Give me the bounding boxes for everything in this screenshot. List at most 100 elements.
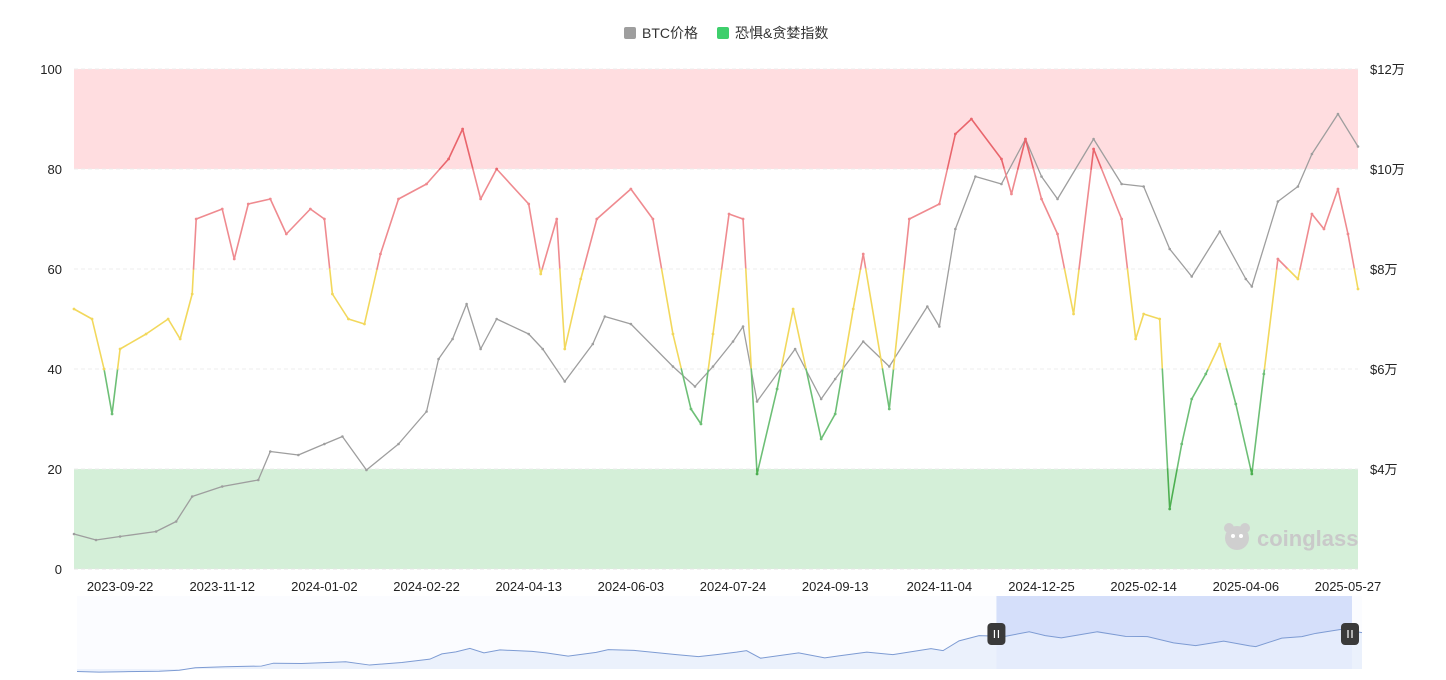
- fng-point: [1056, 232, 1059, 236]
- watermark: coinglass: [1224, 523, 1358, 551]
- fng-point: [969, 117, 973, 121]
- x-axis: 2023-09-22 2023-11-12 2024-01-02 2024-02-22…: [87, 579, 1381, 594]
- btc-point: [220, 485, 224, 488]
- legend[interactable]: BTC价格 恐惧&贪婪指数: [624, 25, 828, 41]
- btc-point: [1356, 145, 1360, 148]
- fng-point: [1180, 442, 1184, 446]
- fng-segment: [247, 198, 272, 205]
- btc-point: [793, 347, 797, 351]
- fng-segment: [1166, 468, 1171, 510]
- navigator-handle-left[interactable]: [987, 623, 1006, 645]
- btc-series: [72, 112, 1360, 542]
- fng-segment: [192, 218, 197, 270]
- navigator-handle-right[interactable]: [1341, 623, 1359, 645]
- legend-fng-label[interactable]: 恐惧&贪婪指数: [735, 25, 828, 41]
- x-tick-label: 2024-12-25: [1008, 579, 1075, 594]
- fng-point: [178, 337, 182, 341]
- fng-point: [1120, 217, 1124, 221]
- fng-point: [110, 412, 114, 416]
- fng-segment: [179, 293, 193, 340]
- fng-point: [246, 202, 250, 206]
- fng-point: [1142, 312, 1146, 316]
- fng-segment: [1311, 213, 1325, 230]
- fng-point: [1158, 317, 1162, 321]
- zone-extreme-greed: [74, 69, 1358, 169]
- fng-segment: [111, 368, 119, 415]
- fng-point: [1024, 137, 1027, 141]
- fng-segment: [1287, 268, 1299, 280]
- fng-segment: [328, 268, 334, 295]
- x-tick-label: 2023-09-22: [87, 579, 154, 594]
- x-tick-label: 2024-09-13: [802, 579, 869, 594]
- btc-point: [365, 468, 368, 472]
- fng-segment: [720, 213, 730, 270]
- fng-point: [563, 347, 567, 351]
- btc-point: [1168, 247, 1172, 251]
- fng-segment: [864, 268, 884, 370]
- fng-point: [1346, 232, 1350, 236]
- fng-point: [727, 212, 731, 216]
- fng-segment: [1207, 343, 1221, 370]
- fng-segment: [742, 218, 747, 270]
- fng-segment: [820, 413, 836, 440]
- fng-segment: [1032, 168, 1043, 200]
- fng-segment: [563, 278, 582, 350]
- fng-segment: [834, 368, 844, 415]
- fng-segment: [728, 213, 744, 220]
- fng-segment: [1134, 313, 1145, 340]
- fng-point: [953, 132, 957, 136]
- fng-segment: [1235, 403, 1252, 470]
- y-left-tick: 0: [55, 562, 62, 577]
- fng-point: [284, 232, 288, 236]
- btc-point: [1142, 185, 1145, 188]
- fng-segment: [700, 368, 710, 425]
- fng-segment: [862, 253, 867, 270]
- fng-segment: [1277, 258, 1289, 270]
- legend-btc-label[interactable]: BTC价格: [642, 25, 698, 41]
- fng-point: [190, 292, 194, 296]
- btc-point: [591, 342, 595, 346]
- fng-segment: [91, 318, 105, 370]
- fng-segment: [970, 118, 1003, 160]
- fng-segment: [1161, 368, 1169, 470]
- y-left-tick: 100: [40, 62, 62, 77]
- fng-point: [425, 182, 428, 186]
- fng-point: [699, 422, 703, 426]
- btc-point: [1296, 185, 1300, 188]
- fng-segment: [323, 218, 331, 270]
- legend-fng-swatch[interactable]: [717, 27, 729, 39]
- fng-point: [1000, 157, 1003, 161]
- navigator-line: [76, 628, 1363, 673]
- fng-point: [1168, 507, 1172, 511]
- btc-point: [938, 325, 941, 328]
- fng-segment: [780, 308, 794, 370]
- btc-point: [1310, 152, 1314, 156]
- fng-segment: [908, 203, 941, 220]
- fng-segment: [438, 158, 450, 170]
- fng-segment: [1024, 138, 1035, 170]
- fng-segment: [1180, 398, 1193, 445]
- fng-segment: [852, 268, 862, 310]
- btc-point: [256, 478, 260, 482]
- btc-point: [1244, 277, 1248, 281]
- fng-segment: [1040, 198, 1059, 235]
- fng-segment: [1225, 368, 1237, 405]
- grid-lines: [74, 68, 1358, 570]
- btc-point: [954, 227, 957, 231]
- fng-point: [1134, 337, 1138, 341]
- fng-segment: [461, 128, 474, 170]
- fng-segment: [472, 168, 482, 200]
- btc-point: [269, 450, 272, 453]
- fng-segment: [527, 203, 541, 270]
- legend-btc-swatch[interactable]: [624, 27, 636, 39]
- fng-segment: [1158, 318, 1164, 370]
- y-axis-right: $4万 $6万 $8万 $10万 $12万: [1370, 62, 1405, 477]
- x-tick-label: 2024-02-22: [393, 579, 460, 594]
- fng-point: [118, 347, 122, 351]
- fng-segment: [842, 308, 855, 370]
- btc-point: [425, 410, 428, 413]
- range-navigator[interactable]: [76, 596, 1363, 673]
- fng-segment: [103, 368, 113, 415]
- fng-segment: [1190, 373, 1207, 400]
